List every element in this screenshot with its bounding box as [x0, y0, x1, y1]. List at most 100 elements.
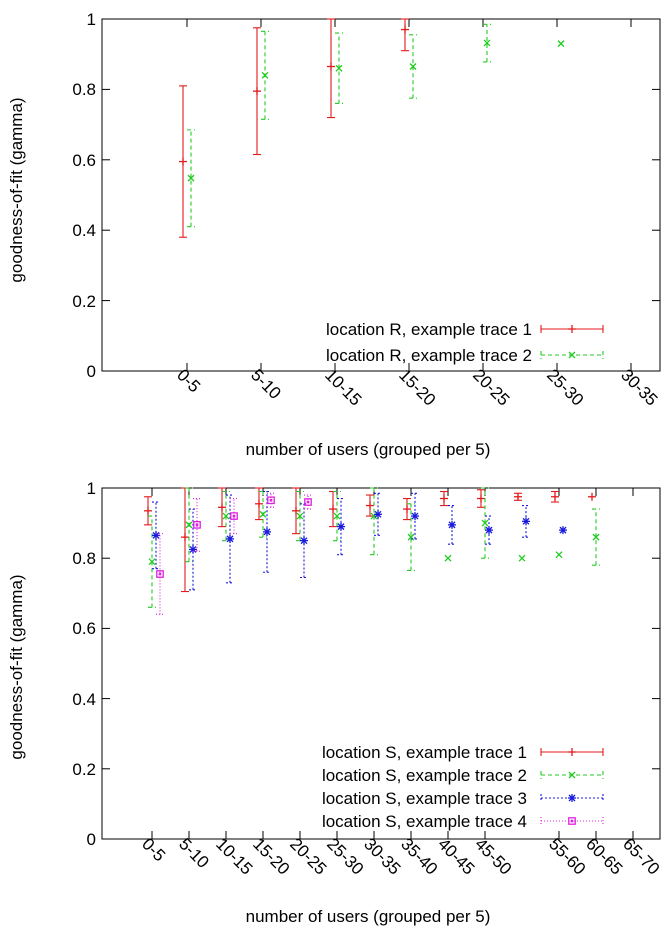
series-3 [152, 490, 567, 591]
data-point-marker [222, 512, 230, 520]
legend-label: location R, example trace 2 [326, 346, 532, 365]
x-tick-label: 20-25 [469, 365, 513, 409]
data-point-marker [148, 558, 156, 566]
y-tick-label: 1 [87, 10, 96, 29]
x-tick-labels: 0-5 5-10 10-15 15-20 20-25 25-30 30-35 3… [138, 834, 663, 878]
chart-location-r: goodness-of-fit (gamma) number of users … [7, 10, 661, 459]
data-point-marker [300, 536, 308, 545]
error-bar-point [144, 496, 152, 526]
error-bar-point [253, 27, 261, 156]
error-bar-point [401, 18, 409, 52]
data-point-marker [329, 505, 337, 514]
x-tick-label: 45-50 [471, 834, 515, 878]
error-bar-point [179, 85, 187, 238]
data-point-marker [481, 519, 489, 527]
error-bar-point [514, 492, 522, 501]
x-tick-label: 40-45 [434, 834, 478, 878]
error-bar-point [557, 40, 565, 48]
series-2 [187, 23, 565, 228]
data-point-marker [230, 512, 238, 520]
data-point-marker [304, 498, 312, 506]
error-bar-point [588, 492, 596, 501]
error-bar-point [551, 490, 559, 503]
data-point-marker [253, 87, 261, 96]
data-point-marker [568, 351, 576, 359]
data-point-marker [518, 554, 526, 562]
error-bar-point [366, 494, 374, 517]
error-bar-point [483, 23, 491, 63]
legend-sample [540, 794, 604, 802]
x-tick-label: 25-30 [323, 834, 367, 878]
legend-sample [540, 817, 604, 825]
y-tick-label: 1 [87, 479, 96, 498]
plot-frame [101, 18, 661, 372]
error-bar-point [218, 487, 226, 528]
data-point-marker [557, 40, 565, 48]
error-bar-point [230, 497, 238, 535]
error-bar-point [477, 489, 485, 508]
error-bar-point [304, 494, 312, 510]
plot-area [101, 18, 661, 372]
data-point-marker [568, 794, 576, 802]
x-tick-label: 30-35 [617, 365, 661, 409]
legend-sample [540, 351, 604, 359]
data-point-marker [366, 501, 374, 510]
error-bar-point [222, 490, 230, 542]
x-tick-label: 0-5 [173, 365, 204, 396]
error-bar-point [374, 492, 382, 536]
data-point-marker [403, 505, 411, 514]
legend: location R, example trace 1 location R, … [326, 320, 604, 365]
x-tick-label: 65-70 [619, 834, 663, 878]
chart-location-s: goodness-of-fit (gamma) number of users … [7, 479, 663, 926]
data-point-marker [255, 499, 263, 508]
error-bar-point [444, 554, 452, 562]
data-point-marker [226, 534, 234, 543]
error-bar-point [267, 492, 275, 508]
data-point-marker [267, 496, 275, 505]
error-bar-point [181, 487, 189, 593]
y-tick-label: 0.2 [72, 760, 96, 779]
y-tick-label: 0.8 [72, 549, 96, 568]
legend: location S, example trace 1 location S, … [322, 743, 604, 831]
error-bar-point [189, 508, 197, 591]
data-point-marker [156, 570, 164, 578]
data-point-marker [568, 817, 576, 825]
legend-sample [540, 325, 604, 333]
data-point-marker [179, 157, 187, 166]
y-tick-label: 0.6 [72, 619, 96, 638]
x-tick-label: 30-35 [360, 834, 404, 878]
data-point-marker [152, 531, 160, 540]
y-axis-label: goodness-of-fit (gamma) [7, 574, 26, 759]
legend-label: location R, example trace 1 [326, 320, 532, 339]
y-tick-label: 0 [87, 362, 96, 381]
data-point-marker [551, 492, 559, 501]
data-point-marker [522, 517, 530, 526]
error-bar-point [440, 490, 448, 507]
legend-label: location S, example trace 3 [322, 789, 527, 808]
error-bar-point [156, 533, 164, 615]
error-bar-point [193, 497, 201, 552]
series-4 [156, 492, 312, 615]
error-bar-point [263, 490, 271, 573]
data-point-marker [193, 521, 201, 529]
error-bar-point [403, 497, 411, 521]
data-point-marker [485, 526, 493, 535]
error-bar-point [255, 487, 263, 521]
legend-label: location S, example trace 2 [322, 766, 527, 785]
error-bar-point [333, 490, 341, 542]
x-tick-label: 35-40 [397, 834, 441, 878]
y-axis-label: goodness-of-fit (gamma) [7, 97, 26, 282]
series-1 [144, 487, 596, 593]
y-tick-labels: 0 0.2 0.4 0.6 0.8 1 [72, 479, 96, 849]
error-bar-point [335, 32, 343, 105]
data-point-marker [337, 522, 345, 531]
legend-sample [540, 748, 604, 756]
data-point-marker [181, 533, 189, 542]
error-bar-point [555, 551, 563, 559]
data-point-marker [218, 503, 226, 512]
error-bar-point [226, 494, 234, 584]
error-bar-point [407, 503, 415, 572]
data-point-marker [327, 62, 335, 71]
y-tick-label: 0.2 [72, 292, 96, 311]
error-bar-point [296, 490, 304, 542]
